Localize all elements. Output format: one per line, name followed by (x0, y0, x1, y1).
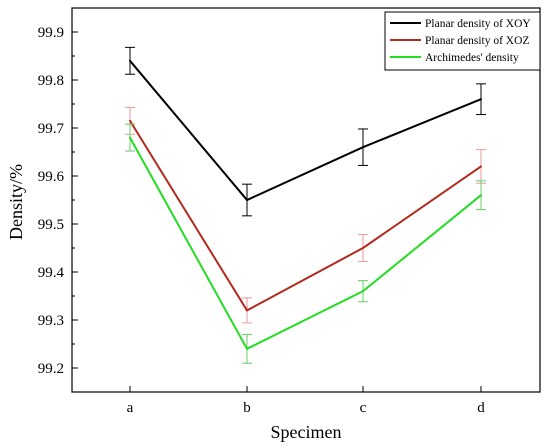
data-point (246, 309, 248, 312)
series-line (129, 60, 482, 202)
x-tick-label: c (360, 400, 367, 416)
x-axis: a b c d (127, 386, 485, 416)
x-tick-label: a (127, 400, 134, 416)
data-point (480, 98, 482, 101)
series-layer (125, 46, 486, 364)
series-line (129, 137, 482, 351)
legend-label: Archimedes' density (425, 52, 519, 64)
y-tick-label: 99.4 (38, 265, 65, 281)
y-tick-label: 99.2 (38, 361, 64, 377)
x-tick-label: d (477, 400, 485, 416)
data-point (246, 347, 248, 350)
data-point (129, 119, 131, 122)
y-axis-title: Density/% (6, 164, 26, 240)
y-axis: 99.2 99.3 99.4 99.5 99.6 99.7 99.8 99.9 (38, 25, 78, 393)
series-3 (125, 123, 486, 364)
y-tick-label: 99.8 (38, 73, 64, 89)
legend-label: Planar density of XOZ (425, 35, 529, 47)
data-point (362, 247, 364, 249)
data-point (246, 199, 248, 201)
y-tick-label: 99.7 (38, 121, 65, 137)
y-tick-label: 99.5 (38, 217, 64, 233)
data-point (480, 194, 482, 197)
series-1 (125, 46, 486, 217)
data-point (362, 290, 364, 293)
data-point (129, 59, 131, 62)
y-tick-label: 99.6 (38, 169, 65, 185)
y-tick-label: 99.9 (38, 25, 64, 41)
y-tick-label: 99.3 (38, 313, 64, 329)
data-point (480, 165, 482, 168)
legend-label: Planar density of XOY (425, 18, 531, 30)
data-point (362, 146, 364, 149)
legend: Planar density of XOY Planar density of X… (384, 11, 541, 71)
series-line (129, 120, 482, 312)
x-tick-label: b (243, 400, 251, 416)
x-axis-title: Specimen (271, 422, 342, 442)
series-2 (125, 106, 486, 324)
data-point (129, 136, 131, 139)
